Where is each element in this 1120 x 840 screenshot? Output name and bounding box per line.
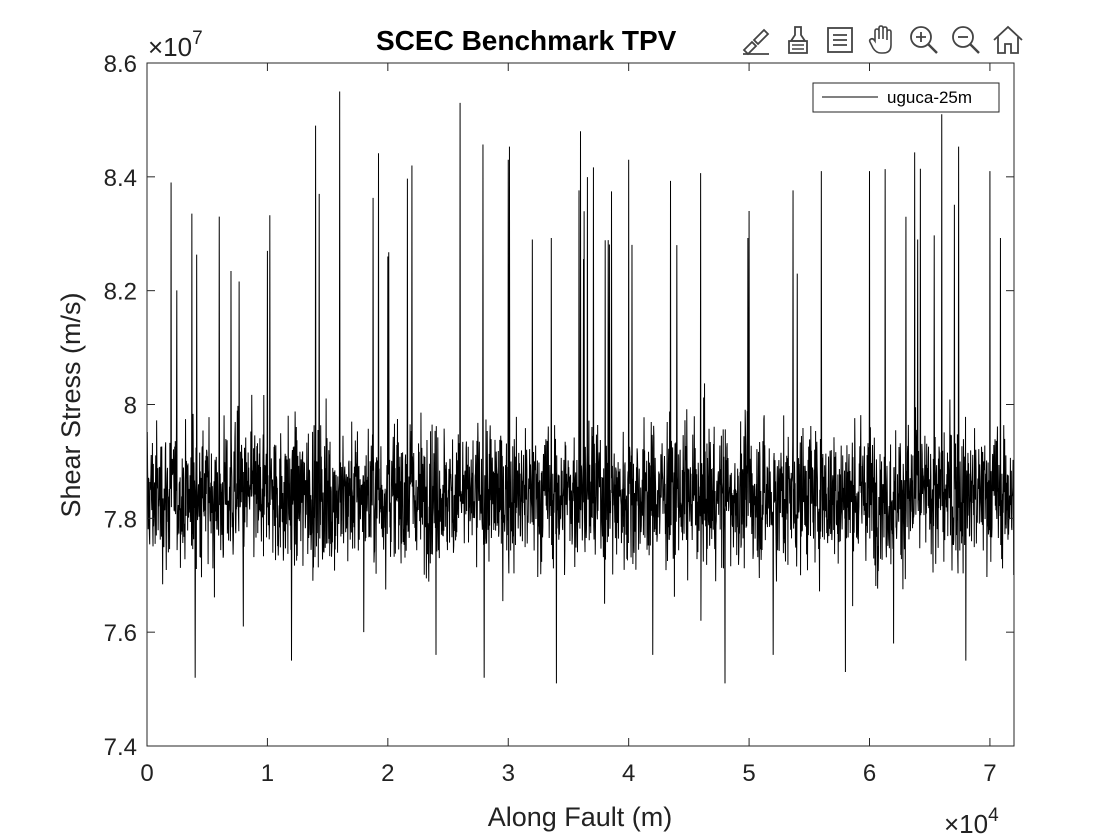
legend-button[interactable]: [820, 20, 860, 60]
y-tick-label: 8.4: [104, 165, 137, 192]
x-tick-label: 0: [140, 760, 153, 787]
home-icon: [993, 25, 1023, 54]
axes-toolbar: [736, 20, 1028, 60]
y-tick-label: 8.6: [104, 51, 137, 78]
x-tick-label: 4: [622, 760, 635, 787]
brush-edit-button[interactable]: [736, 20, 776, 60]
x-axis-exponent: ×104: [944, 805, 999, 839]
plot-area[interactable]: [146, 62, 1015, 747]
legend-entry-uguca-25m: uguca-25m: [887, 88, 972, 107]
data-tips-button[interactable]: [778, 20, 818, 60]
pan-hand-icon: [868, 25, 892, 54]
legend-icon: [827, 27, 853, 53]
y-tick-label: 7.4: [104, 734, 137, 761]
data-tips-icon: [788, 26, 808, 54]
zoom-out-button[interactable]: [946, 20, 986, 60]
x-axis: 0 1 2 3 4 5 6 7: [140, 63, 997, 787]
x-tick-label: 7: [983, 760, 996, 787]
x-axis-label: Along Fault (m): [488, 802, 673, 832]
y-axis-exponent: ×107: [148, 28, 203, 62]
x-tick-label: 2: [381, 760, 394, 787]
pan-button[interactable]: [862, 20, 902, 60]
y-axis-label: Shear Stress (m/s): [56, 292, 86, 517]
y-tick-label: 7.6: [104, 620, 137, 647]
home-button[interactable]: [988, 20, 1028, 60]
y-tick-label: 7.8: [104, 506, 137, 533]
legend[interactable]: uguca-25m: [812, 82, 1000, 113]
y-tick-label: 8.2: [104, 279, 137, 306]
zoom-out-icon: [952, 26, 980, 54]
x-tick-label: 6: [863, 760, 876, 787]
brush-edit-icon: [742, 28, 770, 56]
x-tick-label: 5: [742, 760, 755, 787]
zoom-in-icon: [910, 26, 938, 54]
x-tick-label: 1: [261, 760, 274, 787]
y-tick-label: 8: [124, 393, 137, 420]
x-tick-label: 3: [502, 760, 515, 787]
y-axis: 7.4 7.6 7.8 8 8.2 8.4 8.6: [104, 51, 1014, 761]
chart-title: SCEC Benchmark TPV: [376, 25, 677, 56]
zoom-in-button[interactable]: [904, 20, 944, 60]
series-line-uguca-25m: [146, 91, 1015, 684]
